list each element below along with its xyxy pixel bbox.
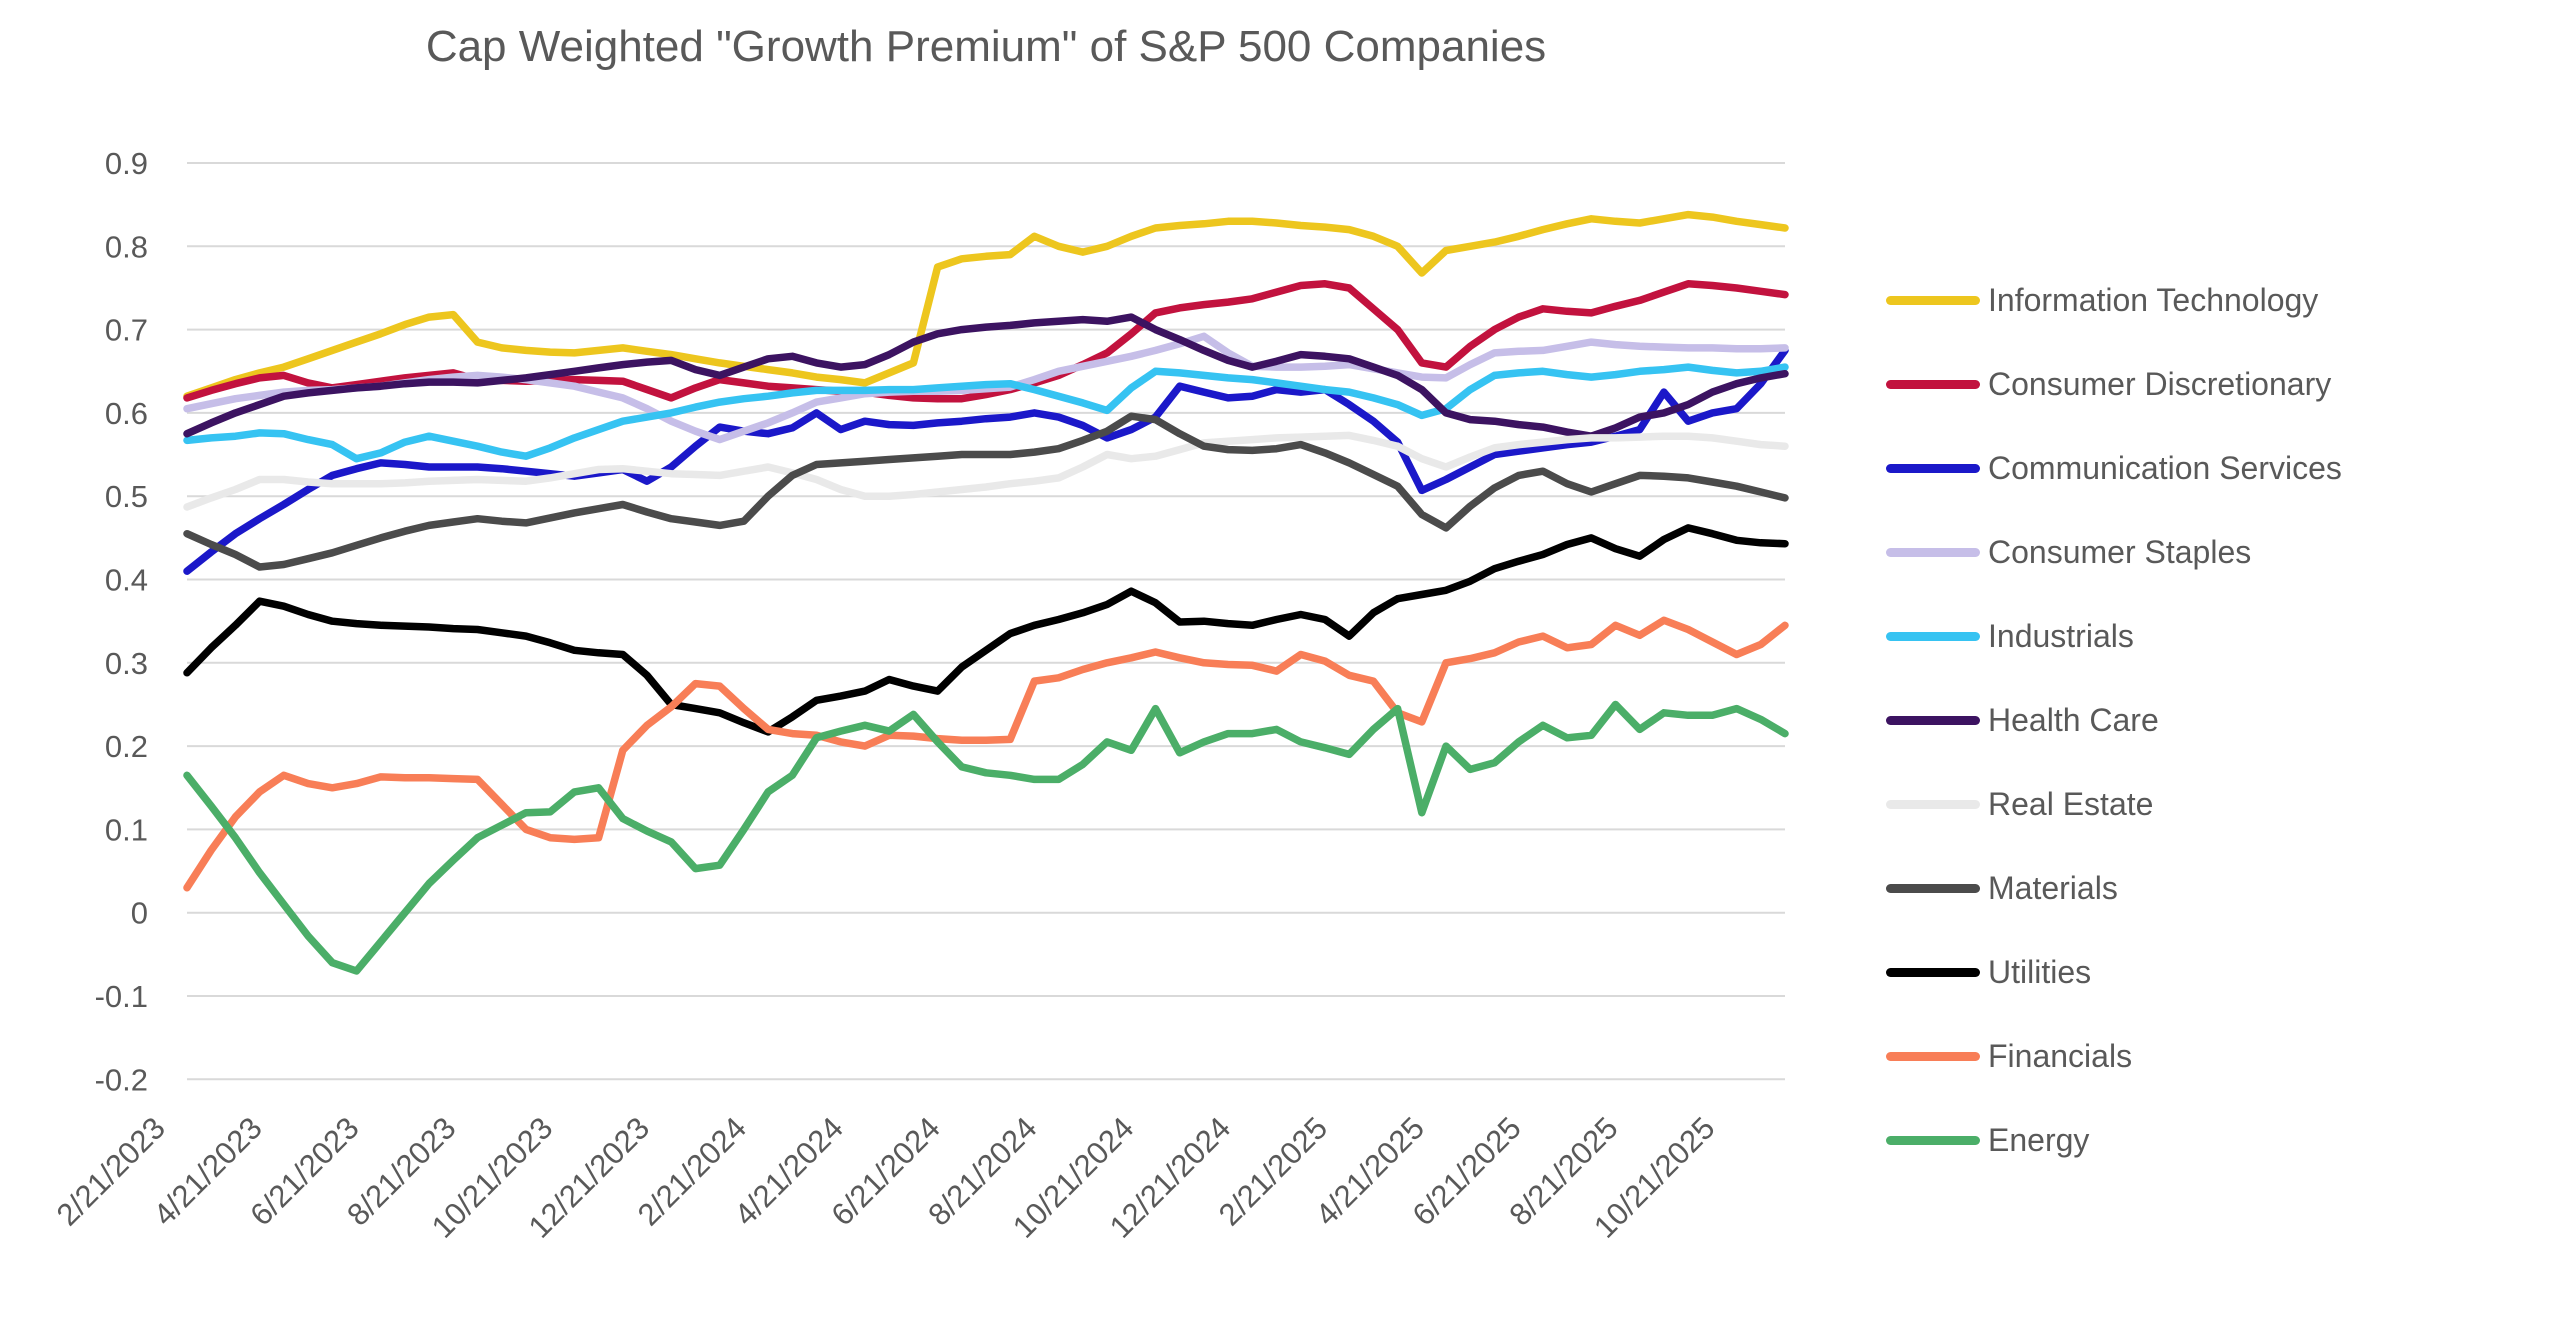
legend-swatch-icon xyxy=(1886,883,1980,893)
legend-item-health-care: Health Care xyxy=(1886,678,2342,762)
series-line-materials xyxy=(183,412,1789,571)
legend-label: Financials xyxy=(1988,1037,2133,1074)
y-axis-tick-label: 0.7 xyxy=(105,313,148,348)
y-axis-tick-label: 0.3 xyxy=(105,646,148,681)
y-axis-tick-label: -0.2 xyxy=(95,1062,148,1097)
series-line-energy xyxy=(183,700,1789,975)
legend-item-industrials: Industrials xyxy=(1886,594,2342,678)
series-line-industrials xyxy=(183,363,1789,463)
legend-label: Consumer Discretionary xyxy=(1988,365,2332,402)
series-line-consumer-discretionary xyxy=(183,280,1789,403)
chart-title: Cap Weighted "Growth Premium" of S&P 500… xyxy=(425,22,1547,71)
series-line-financials xyxy=(183,616,1789,892)
legend-label: Materials xyxy=(1988,869,2118,906)
legend-swatch-icon xyxy=(1886,1051,1980,1061)
y-axis-tick-label: 0.9 xyxy=(105,146,148,181)
y-axis-tick-label: 0.8 xyxy=(105,229,148,264)
legend-swatch-icon xyxy=(1886,379,1980,389)
legend-item-energy: Energy xyxy=(1886,1098,2342,1182)
legend-item-utilities: Utilities xyxy=(1886,930,2342,1014)
legend-label: Industrials xyxy=(1988,617,2134,654)
y-axis-tick-label: 0 xyxy=(131,896,148,931)
legend-swatch-icon xyxy=(1886,715,1980,725)
legend-label: Health Care xyxy=(1988,701,2159,738)
legend-item-consumer-staples: Consumer Staples xyxy=(1886,510,2342,594)
legend-swatch-icon xyxy=(1886,463,1980,473)
legend-item-financials: Financials xyxy=(1886,1014,2342,1098)
series-line-information-technology xyxy=(183,210,1789,400)
y-axis-tick-label: 0.1 xyxy=(105,812,148,847)
legend-label: Consumer Staples xyxy=(1988,533,2252,570)
series-line-health-care xyxy=(183,313,1789,440)
legend-item-communication-services: Communication Services xyxy=(1886,426,2342,510)
y-axis-tick-label: 0.2 xyxy=(105,729,148,764)
legend-label: Communication Services xyxy=(1988,449,2342,486)
y-axis-tick-label: -0.1 xyxy=(95,979,148,1014)
legend-item-consumer-discretionary: Consumer Discretionary xyxy=(1886,342,2342,426)
legend-swatch-icon xyxy=(1886,799,1980,809)
legend-item-real-estate: Real Estate xyxy=(1886,762,2342,846)
legend-label: Real Estate xyxy=(1988,785,2154,822)
y-axis-tick-label: 0.4 xyxy=(105,563,148,598)
legend-item-materials: Materials xyxy=(1886,846,2342,930)
series-line-consumer-staples xyxy=(183,332,1789,444)
series-line-communication-services xyxy=(183,346,1789,575)
y-axis-tick-label: 0.6 xyxy=(105,396,148,431)
legend-swatch-icon xyxy=(1886,547,1980,557)
series-line-real-estate xyxy=(183,431,1789,511)
legend-swatch-icon xyxy=(1886,295,1980,305)
legend-label: Utilities xyxy=(1988,953,2092,990)
legend-label: Energy xyxy=(1988,1121,2090,1158)
series-line-utilities xyxy=(183,524,1789,736)
legend-swatch-icon xyxy=(1886,967,1980,977)
legend-swatch-icon xyxy=(1886,631,1980,641)
legend-swatch-icon xyxy=(1886,1135,1980,1145)
legend-item-information-technology: Information Technology xyxy=(1886,258,2342,342)
legend-label: Information Technology xyxy=(1988,281,2319,318)
y-axis-tick-label: 0.5 xyxy=(105,479,148,514)
chart-legend: Information Technology Consumer Discretio… xyxy=(1886,258,2342,1182)
